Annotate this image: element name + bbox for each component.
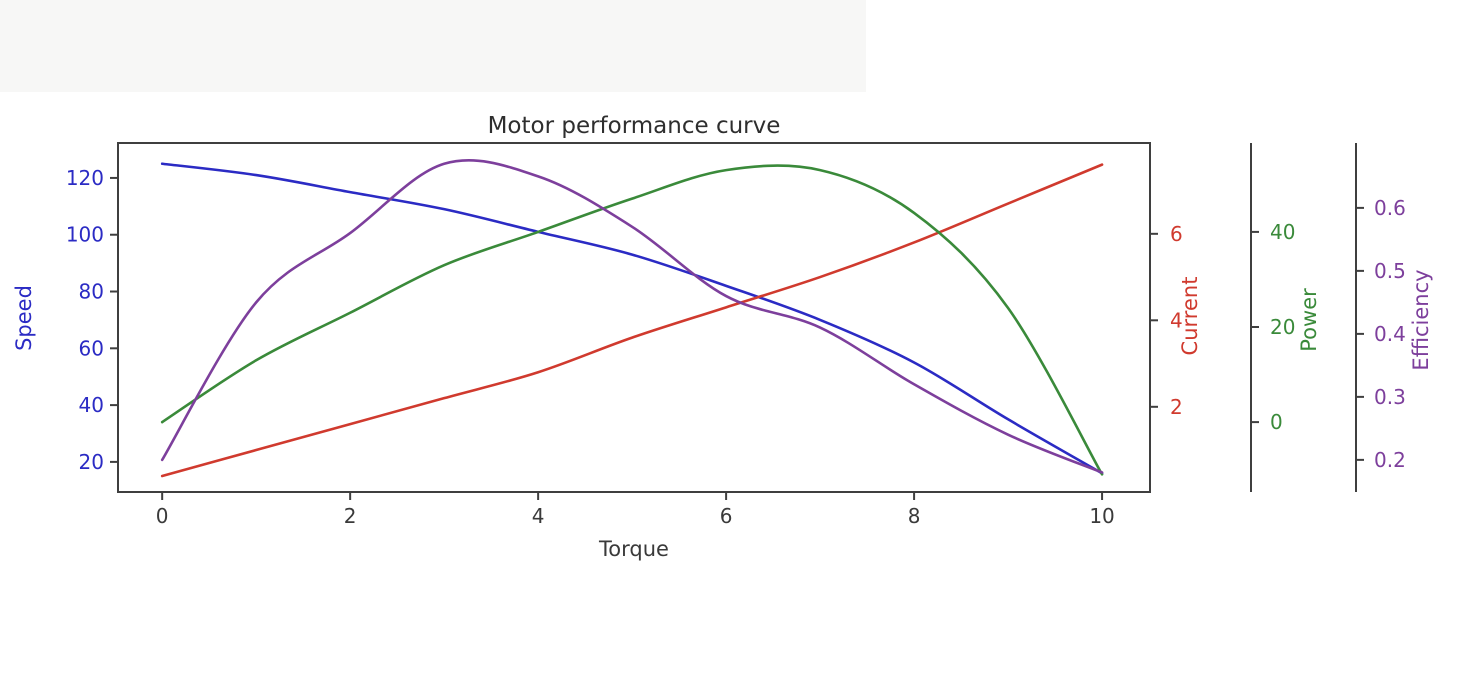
speed-axis-label: Speed [12,285,36,351]
chart-title: Motor performance curve [488,113,781,139]
current-tick-label: 6 [1170,222,1183,246]
efficiency-tick-label: 0.2 [1374,448,1406,472]
x-tick-label: 8 [908,504,921,528]
current-curve [160,163,1104,478]
power-tick-label: 40 [1270,220,1295,244]
efficiency-curve [160,159,1104,474]
power-tick-label: 0 [1270,410,1283,434]
background-artifact [0,0,866,92]
speed-tick-label: 60 [79,336,104,360]
efficiency-tick-label: 0.4 [1374,322,1406,346]
efficiency-axis-label: Efficiency [1409,269,1433,370]
x-tick-label: 2 [344,504,357,528]
power-axis-label: Power [1297,288,1321,352]
efficiency-tick-label: 0.3 [1374,385,1406,409]
speed-tick-label: 120 [66,166,104,190]
x-tick-label: 0 [156,504,169,528]
efficiency-tick-label: 0.6 [1374,196,1406,220]
x-tick-label: 4 [532,504,545,528]
speed-tick-label: 20 [79,450,104,474]
x-tick-label: 10 [1089,504,1114,528]
current-axis-label: Current [1178,277,1202,356]
x-tick-label: 6 [720,504,733,528]
current-tick-label: 2 [1170,395,1183,419]
speed-curve [160,162,1104,475]
speed-tick-label: 100 [66,223,104,247]
x-axis-label: Torque [598,537,669,561]
speed-tick-label: 40 [79,393,104,417]
current-tick-label: 4 [1170,308,1183,332]
efficiency-tick-label: 0.5 [1374,259,1406,283]
plot-area [117,142,1151,493]
power-curve [160,164,1104,476]
speed-tick-label: 80 [79,280,104,304]
power-tick-label: 20 [1270,315,1295,339]
